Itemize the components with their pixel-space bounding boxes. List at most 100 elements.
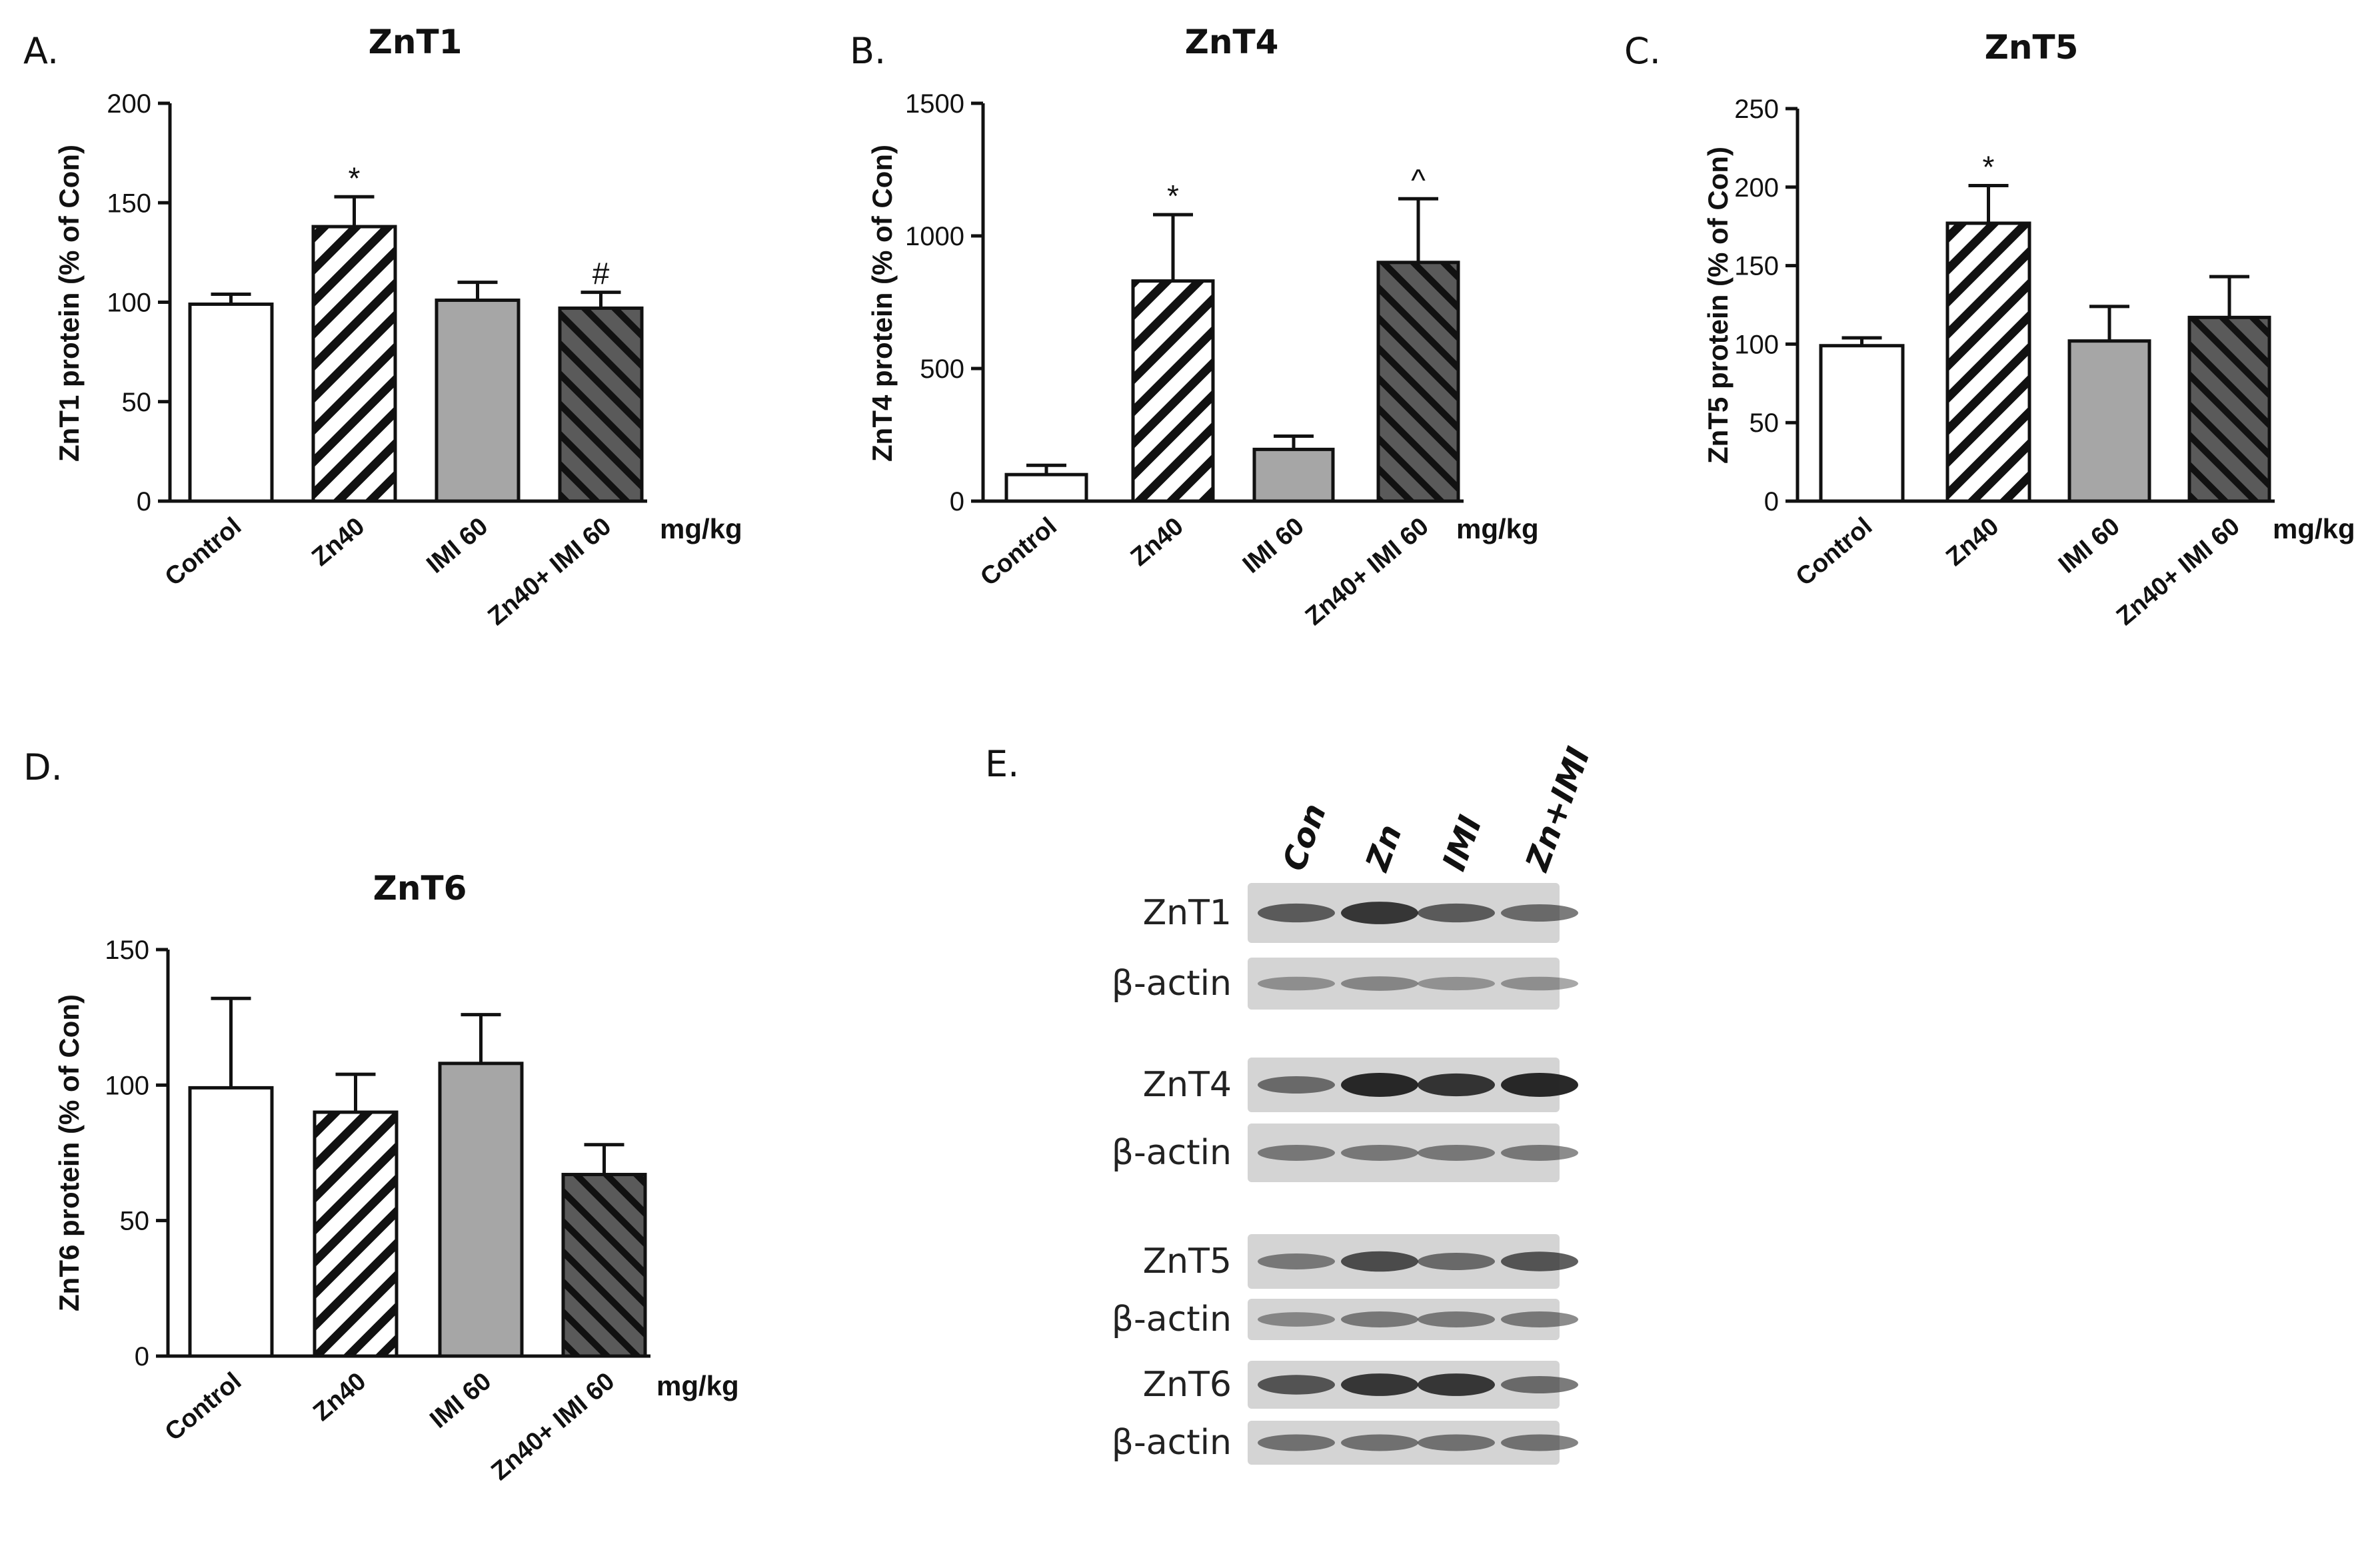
- blot-row-label: β-actin: [1112, 1133, 1232, 1173]
- bar: [2187, 315, 2271, 503]
- blot-band: [1418, 1373, 1495, 1396]
- y-tick-label: 150: [1734, 252, 1779, 281]
- blot-band: [1418, 1252, 1495, 1271]
- lane-label: Con: [1276, 799, 1334, 876]
- bar: [2067, 339, 2151, 503]
- chart-title: ZnT4: [1185, 23, 1279, 61]
- bar: [1252, 447, 1335, 503]
- blot-band: [1258, 1145, 1335, 1161]
- category-label: IMI 60: [425, 1367, 497, 1434]
- bar: [188, 302, 274, 503]
- chart-znt4: B. ZnT4 ZnT4 protein (% of Con) 0 500 1000 150…: [850, 23, 1539, 631]
- chart-title: ZnT1: [369, 23, 463, 61]
- unit-label: mg/kg: [2273, 513, 2355, 544]
- y-axis-label: ZnT6 protein (% of Con): [53, 994, 85, 1311]
- category-label: Zn40+ IMI 60: [2111, 512, 2245, 631]
- chart-znt5: C. ZnT5 ZnT5 protein (% of Con) 0 50 100 150 20…: [1624, 28, 2355, 631]
- category-label: Control: [1791, 512, 1877, 592]
- blot-band: [1341, 1251, 1418, 1272]
- y-tick-label: 100: [107, 289, 151, 318]
- blot-row-label: ZnT1: [1143, 893, 1232, 933]
- category-label: IMI 60: [2053, 512, 2125, 579]
- significance-mark: *: [1167, 179, 1179, 213]
- blot-band: [1341, 902, 1418, 924]
- chart-title: ZnT5: [1985, 28, 2079, 67]
- y-tick-label: 500: [920, 355, 964, 384]
- blot-band: [1258, 1434, 1335, 1451]
- blot-band: [1258, 903, 1335, 923]
- unit-label: mg/kg: [660, 513, 742, 544]
- blot-band: [1501, 1434, 1578, 1451]
- category-label: IMI 60: [1238, 512, 1310, 579]
- y-axis-label: ZnT1 protein (% of Con): [53, 145, 85, 462]
- blot-band: [1258, 1253, 1335, 1269]
- panel-letter: B.: [850, 30, 886, 72]
- y-tick-label: 150: [105, 936, 149, 965]
- blot-band: [1501, 1251, 1578, 1271]
- significance-mark: *: [1983, 149, 1995, 184]
- significance-mark: #: [593, 257, 610, 291]
- bar: [561, 1173, 647, 1358]
- blot-band: [1258, 976, 1335, 991]
- y-tick-label: 1500: [905, 89, 964, 119]
- category-label: Zn40+ IMI 60: [486, 1367, 620, 1486]
- lane-label: Zn: [1358, 820, 1410, 877]
- blot-band: [1341, 976, 1418, 991]
- bar: [1945, 221, 2031, 503]
- blot-row: β-actin: [1112, 1299, 1578, 1340]
- y-tick-label: 50: [122, 388, 152, 417]
- western-blot-panel: E. Con Zn IMI Zn+IMI ZnT1 β-actin ZnT4 β-actin Zn…: [985, 742, 1598, 1465]
- blot-band: [1341, 1145, 1418, 1161]
- blot-row-label: ZnT4: [1143, 1065, 1232, 1105]
- blot-row: ZnT6: [1143, 1361, 1578, 1409]
- category-label: IMI 60: [421, 512, 493, 579]
- y-tick-label: 0: [137, 487, 151, 516]
- y-tick-label: 200: [1734, 173, 1779, 203]
- y-tick-label: 200: [107, 89, 151, 119]
- y-tick-label: 50: [1750, 408, 1780, 438]
- unit-label: mg/kg: [656, 1370, 739, 1401]
- blot-band: [1418, 1145, 1495, 1161]
- category-label: Zn40: [307, 512, 370, 572]
- blot-band: [1258, 1312, 1335, 1327]
- chart-znt1: A. ZnT1 ZnT1 protein (% of Con) 0 50 100 150 20…: [23, 23, 742, 631]
- blot-row: ZnT1: [1143, 883, 1578, 943]
- bar: [1131, 279, 1215, 503]
- y-tick-label: 50: [120, 1207, 150, 1236]
- bar: [438, 1062, 524, 1358]
- blot-row: β-actin: [1112, 958, 1578, 1010]
- y-axis-label: ZnT5 protein (% of Con): [1702, 147, 1734, 464]
- lane-label: Zn+IMI: [1518, 742, 1598, 877]
- blot-band: [1501, 904, 1578, 922]
- bar: [435, 299, 521, 503]
- significance-mark: *: [349, 161, 361, 195]
- bar: [188, 1086, 274, 1358]
- chart-title: ZnT6: [373, 869, 467, 908]
- y-tick-label: 250: [1734, 95, 1779, 124]
- bar: [558, 306, 644, 503]
- blot-band: [1501, 1311, 1578, 1327]
- blot-band: [1258, 1375, 1335, 1395]
- category-label: Zn40+ IMI 60: [483, 512, 616, 631]
- y-tick-label: 0: [135, 1342, 149, 1371]
- bar: [313, 1110, 399, 1358]
- panel-letter: A.: [23, 30, 59, 72]
- blot-row-label: β-actin: [1112, 1299, 1232, 1339]
- bar: [1004, 472, 1088, 503]
- category-label: Control: [975, 512, 1062, 592]
- bar: [311, 225, 397, 503]
- lane-label: IMI: [1436, 811, 1490, 876]
- blot-band: [1341, 1373, 1418, 1396]
- category-label: Zn40: [1126, 512, 1189, 572]
- blot-band: [1418, 976, 1495, 991]
- blot-row: ZnT5: [1143, 1234, 1578, 1289]
- y-tick-label: 100: [1734, 330, 1779, 359]
- blot-row-label: ZnT5: [1143, 1241, 1232, 1281]
- blot-band: [1418, 1311, 1495, 1327]
- blot-row-label: ZnT6: [1143, 1365, 1232, 1405]
- y-tick-label: 0: [1764, 487, 1779, 516]
- category-label: Zn40: [1941, 512, 2004, 572]
- y-tick-label: 0: [950, 487, 964, 516]
- chart-znt6: D. ZnT6 ZnT6 protein (% of Con) 0 50 100 150 Co…: [23, 746, 739, 1486]
